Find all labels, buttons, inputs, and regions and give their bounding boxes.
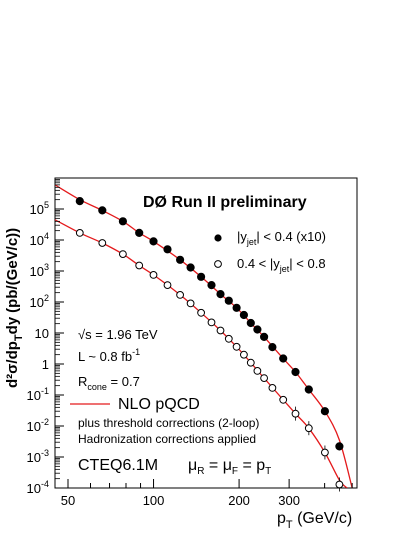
data-point-forward-4 [149,271,158,279]
y-tick-label-7: 103 [30,262,49,279]
data-point-central-17 [268,343,277,352]
data-point-forward-18 [279,395,288,404]
data-point-central-2 [118,217,128,226]
data-point-central-7 [186,263,195,272]
data-point-forward-10 [216,326,225,335]
data-point-forward-16 [260,374,269,383]
data-point-forward-17 [268,384,277,392]
y-tick-exp-1: -3 [41,448,49,458]
data-point-forward-9 [207,318,216,327]
chart-title: DØ Run II preliminary [143,194,307,211]
data-point-forward-5 [163,281,172,290]
y-tick-label-1: 10-3 [27,448,49,465]
y-tick-base-3: 10 [27,388,41,403]
y-tick-label-5: 10 [35,326,49,341]
hadronization-note: Hadronization corrections applied [78,432,256,446]
data-point-forward-21 [321,448,329,457]
x-axis-label: pT (GeV/c) [277,510,352,531]
legend-marker-open [214,260,222,268]
data-point-central-14 [246,318,255,328]
y-tick-exp-8: 4 [44,231,49,241]
data-point-central-3 [135,228,144,237]
nlo-legend-label: NLO pQCD [118,396,200,413]
y-tick-label-3: 10-1 [27,386,49,403]
data-point-forward-1 [98,239,107,247]
y-tick-exp-9: 5 [44,200,49,210]
data-point-forward-2 [119,250,127,259]
data-point-forward-6 [176,291,185,299]
data-point-central-15 [253,325,262,334]
threshold-note: plus threshold corrections (2-loop) [78,416,259,430]
data-point-forward-15 [253,367,262,375]
data-point-central-0 [75,197,84,206]
y-tick-label-6: 102 [30,293,49,310]
data-point-forward-19 [291,409,300,418]
data-point-forward-22 [335,480,344,489]
data-point-central-21 [320,407,329,416]
pdf-label: CTEQ6.1M [78,457,158,474]
y-axis-label: d²σ/dpTdy(pb/(GeV/c)) [4,228,25,388]
data-point-forward-11 [224,334,233,343]
data-point-central-13 [239,310,248,320]
data-point-forward-20 [304,424,313,433]
y-tick-base-2: 10 [27,419,41,434]
data-point-forward-13 [240,350,248,359]
data-point-central-5 [163,245,172,254]
data-point-forward-8 [197,308,206,317]
scale-label: μR = μF = pT [188,457,271,477]
y-tick-exp-3: -1 [41,386,49,396]
data-point-central-20 [304,385,313,394]
y-tick-exp-0: -4 [41,479,49,489]
legend-marker-filled [214,234,222,242]
data-point-forward-14 [246,358,255,367]
data-point-central-4 [149,237,158,246]
data-point-central-16 [260,332,269,341]
y-tick-base-8: 10 [30,233,44,248]
x-tick-label-3: 300 [278,493,300,508]
luminosity-label: L ~ 0.8 fb-1 [78,347,140,364]
data-point-central-8 [197,272,206,281]
y-tick-base-7: 10 [30,264,44,279]
data-point-central-11 [224,296,233,305]
legend-label-forward: 0.4 < |yjet| < 0.8 [237,256,326,274]
markers-layer [75,197,344,492]
data-point-central-10 [216,290,225,299]
data-point-central-6 [176,255,185,264]
y-tick-base-0: 10 [27,481,41,496]
data-point-forward-12 [232,342,241,351]
x-tick-label-2: 200 [228,493,250,508]
y-tick-base-9: 10 [30,202,44,217]
data-point-central-18 [279,354,288,363]
y-tick-label-9: 105 [30,200,49,217]
y-tick-label-8: 104 [30,231,49,248]
data-point-central-22 [335,442,344,451]
ticks-layer: 50 100 200 30010-410-310-210-11101021031041… [27,179,353,508]
legend: |yjet| < 0.4 (x10) 0.4 < |yjet| < 0.8 [214,229,326,274]
data-point-central-12 [232,303,241,312]
y-tick-base-1: 10 [27,450,41,465]
legend-label-central: |yjet| < 0.4 (x10) [237,229,326,247]
data-point-central-1 [98,206,107,215]
y-tick-exp-2: -2 [41,417,49,427]
sqrt-s-label: √s = 1.96 TeV [78,327,158,342]
y-tick-base-6: 10 [30,295,44,310]
y-tick-exp-7: 3 [44,262,49,272]
data-point-central-19 [291,367,300,377]
data-point-forward-0 [75,229,84,237]
y-tick-exp-6: 2 [44,293,49,303]
y-tick-label-2: 10-2 [27,417,49,434]
data-point-forward-3 [135,261,144,270]
y-tick-label-4: 1 [42,357,49,372]
data-point-forward-7 [186,299,195,308]
x-tick-label-1: 100 [143,493,165,508]
data-point-central-9 [207,281,216,290]
y-tick-label-0: 10-4 [27,479,49,496]
x-tick-label-0: 50 [61,493,75,508]
rcone-label: Rcone = 0.7 [78,374,140,392]
